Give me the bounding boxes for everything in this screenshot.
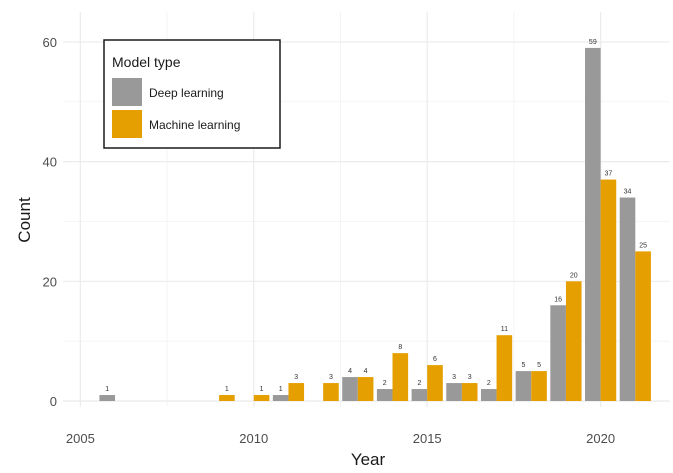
bar-machine-learning: [531, 371, 547, 402]
bar-machine-learning: [461, 383, 478, 402]
y-tick-label: 20: [43, 274, 57, 289]
bar-deep-learning: [342, 377, 358, 402]
data-label: 8: [398, 344, 402, 351]
data-label: 1: [260, 386, 264, 393]
data-label: 4: [348, 368, 352, 375]
bar-machine-learning: [253, 395, 270, 402]
data-label: 3: [468, 374, 472, 381]
y-tick-label: 60: [43, 35, 57, 50]
bar-deep-learning: [619, 197, 636, 402]
data-label: 20: [570, 272, 578, 279]
bar-machine-learning: [427, 365, 443, 402]
bar-machine-learning: [357, 377, 374, 402]
data-label: 11: [501, 326, 508, 333]
bar-deep-learning: [515, 371, 532, 402]
legend: Model type Deep learning Machine learnin…: [103, 39, 281, 149]
data-label: 1: [225, 386, 229, 393]
x-tick-label: 2020: [586, 431, 615, 446]
bar-machine-learning: [496, 335, 513, 402]
data-label: 59: [589, 39, 597, 46]
data-label: 1: [279, 386, 283, 393]
legend-label-machine-learning: Machine learning: [149, 118, 240, 132]
bar-machine-learning: [219, 395, 235, 402]
data-label: 2: [383, 380, 387, 387]
x-tick-label: 2010: [239, 431, 268, 446]
bar-machine-learning: [288, 383, 305, 402]
bar-deep-learning: [480, 389, 497, 402]
bar-machine-learning: [392, 353, 409, 402]
bar-machine-learning: [323, 383, 339, 402]
data-label: 2: [417, 380, 421, 387]
data-label: 3: [329, 374, 333, 381]
x-axis-title: Year: [351, 450, 386, 469]
bar-deep-learning: [411, 389, 428, 402]
data-label: 3: [452, 374, 456, 381]
data-label: 37: [605, 171, 613, 178]
y-axis-title: Count: [15, 197, 34, 243]
legend-swatch-machine-learning: [112, 110, 142, 138]
x-tick-label: 2015: [413, 431, 442, 446]
data-label: 1: [105, 386, 109, 393]
legend-swatch-deep-learning: [112, 78, 142, 106]
bar-deep-learning: [550, 305, 566, 402]
bars: [99, 47, 651, 402]
bar-deep-learning: [585, 47, 601, 402]
bar-deep-learning: [99, 395, 116, 402]
bar-machine-learning: [635, 251, 651, 402]
legend-label-deep-learning: Deep learning: [149, 86, 224, 100]
data-label: 5: [521, 362, 525, 369]
bar-machine-learning: [600, 179, 617, 402]
data-label: 4: [364, 368, 368, 375]
data-label: 5: [537, 362, 541, 369]
data-label: 25: [639, 242, 647, 249]
data-label: 6: [433, 356, 437, 363]
data-label: 16: [554, 296, 562, 303]
data-label: 2: [487, 380, 491, 387]
legend-title: Model type: [112, 54, 181, 70]
x-tick-label: 2005: [66, 431, 95, 446]
bar-deep-learning: [272, 395, 289, 402]
data-label: 3: [294, 374, 298, 381]
bar-deep-learning: [376, 389, 393, 402]
y-tick-label: 40: [43, 155, 57, 170]
data-label: 34: [624, 189, 632, 196]
y-tick-label: 0: [50, 394, 57, 409]
bar-deep-learning: [446, 383, 462, 402]
bar-machine-learning: [565, 281, 582, 402]
